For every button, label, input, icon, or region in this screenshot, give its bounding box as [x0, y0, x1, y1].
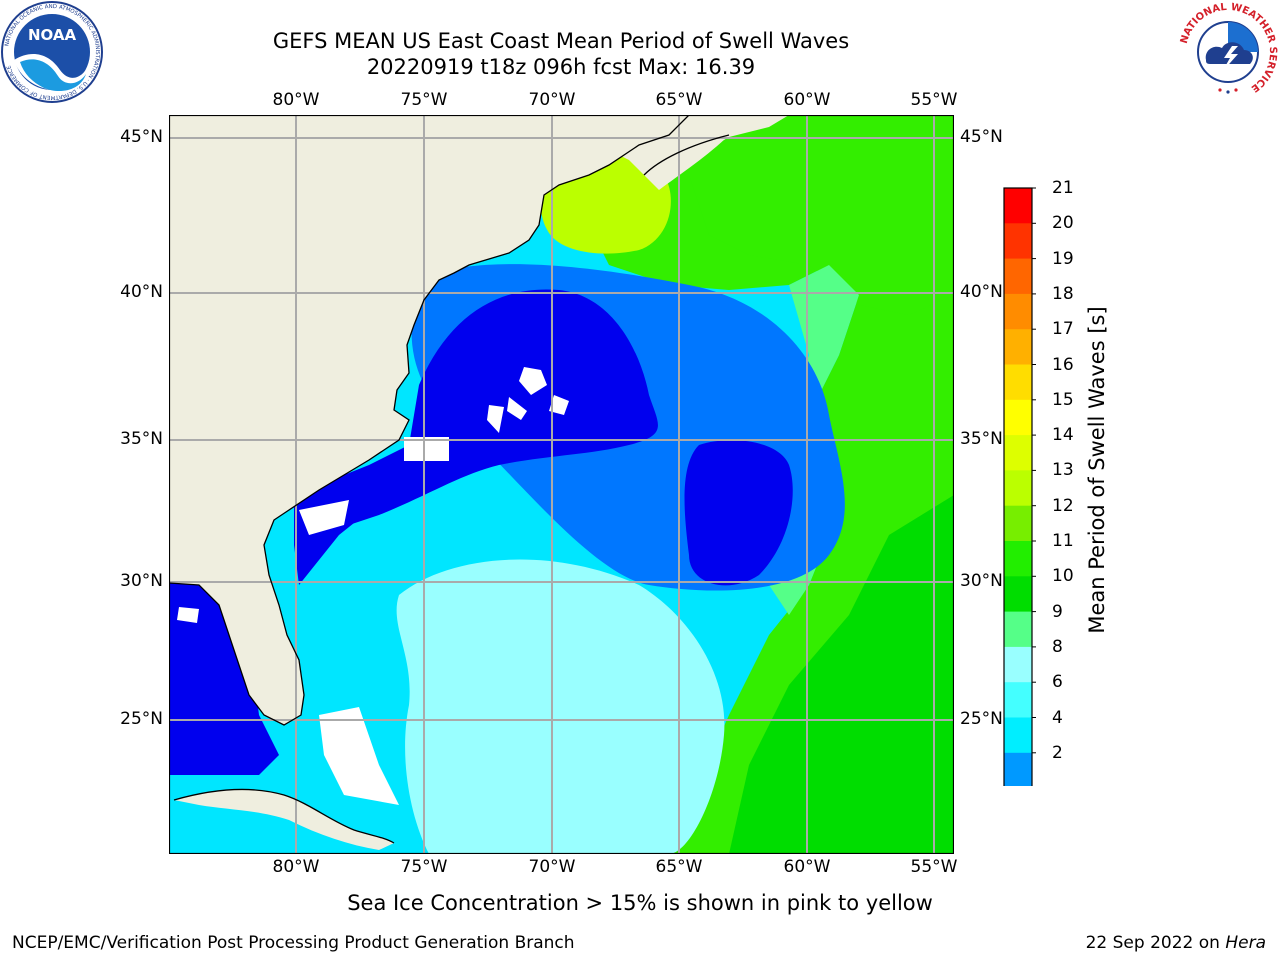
colorbar-segment — [1004, 717, 1032, 754]
colorbar-tick-label: 9 — [1052, 601, 1063, 622]
colorbar-segment — [1004, 399, 1032, 436]
lon-label-bottom: 75°W — [400, 857, 448, 877]
field-cyan-pale — [396, 559, 725, 854]
colorbar-tick-label: 19 — [1052, 248, 1074, 269]
colorbar-segment — [1004, 541, 1032, 577]
field-green-bright — [689, 115, 954, 315]
colorbar-tick-label: 18 — [1052, 283, 1074, 304]
lon-label-top: 60°W — [783, 90, 831, 110]
colorbar-segment — [1004, 682, 1032, 718]
missing-data-patch — [487, 405, 504, 433]
nws-logo: NATIONAL WEATHER SERVICE — [1176, 0, 1280, 104]
missing-data-patch — [519, 367, 547, 395]
colorbar-tick-label: 16 — [1052, 354, 1074, 375]
lon-label-top: 65°W — [655, 90, 703, 110]
field-green-bright — [729, 495, 954, 854]
colorbar-segment — [1004, 223, 1032, 260]
lon-label-top: 70°W — [528, 90, 576, 110]
colorbar-segment — [1004, 188, 1032, 224]
map-grid — [169, 115, 954, 854]
lat-label-right: 35°N — [960, 429, 1003, 449]
land-north-america — [169, 115, 689, 725]
lon-label-top: 75°W — [400, 90, 448, 110]
land-cuba — [174, 789, 394, 850]
missing-data-patch — [549, 395, 569, 415]
colorbar-tick-label: 15 — [1052, 389, 1074, 410]
colorbar-segment — [1004, 752, 1032, 786]
lat-label-right: 25°N — [960, 709, 1003, 729]
missing-data-patch — [404, 437, 449, 461]
lon-label-bottom: 80°W — [272, 857, 320, 877]
sea-ice-caption: Sea Ice Concentration > 15% is shown in … — [0, 891, 1280, 915]
field-blue-dark — [684, 440, 793, 586]
colorbar-tick-label: 14 — [1052, 425, 1074, 446]
noaa-logo-text: NOAA — [28, 26, 77, 44]
lat-label-right: 40°N — [960, 282, 1003, 302]
colorbar-tick-label: 13 — [1052, 460, 1074, 481]
missing-data-patch — [319, 707, 399, 805]
lon-label-bottom: 55°W — [910, 857, 958, 877]
colorbar-tick-label: 2 — [1052, 742, 1063, 763]
colorbar — [1003, 187, 1036, 786]
lat-label-right: 30°N — [960, 571, 1003, 591]
sea-ice-caption-text: Sea Ice Concentration > 15% is shown in … — [347, 891, 933, 915]
colorbar-segment — [1004, 364, 1032, 401]
colorbar-tick-label: 11 — [1052, 531, 1074, 551]
missing-data-patch — [507, 397, 527, 420]
missing-data-patch — [177, 607, 199, 623]
colorbar-tick-label: 20 — [1052, 213, 1074, 234]
colorbar-ticks: 21 20 19 18 17 16 15 14 13 12 11 10 9 8 6 4 2 — [1040, 0, 1100, 960]
colorbar-tick-label: 10 — [1052, 566, 1074, 587]
lon-label-top: 55°W — [910, 90, 958, 110]
missing-data-patch — [299, 500, 349, 535]
colorbar-frame — [1003, 187, 1033, 786]
colorbar-segment — [1004, 258, 1032, 295]
colorbar-tick-label: 12 — [1052, 495, 1074, 516]
lat-label-left: 30°N — [120, 571, 163, 591]
lon-label-bottom: 70°W — [528, 857, 576, 877]
chart-title: GEFS MEAN US East Coast Mean Period of S… — [272, 29, 850, 53]
lon-label-bottom: 65°W — [655, 857, 703, 877]
lon-label-top: 80°W — [272, 90, 320, 110]
footer-credit: NCEP/EMC/Verification Post Processing Pr… — [12, 933, 575, 953]
lat-label-left: 35°N — [120, 429, 163, 449]
lat-label-left: 25°N — [120, 709, 163, 729]
colorbar-segment — [1004, 470, 1032, 507]
noaa-logo: NATIONAL OCEANIC AND ATMOSPHERIC ADMINIS… — [0, 0, 104, 104]
colorbar-tick-label: 17 — [1052, 319, 1074, 340]
colorbar-tick-label: 21 — [1052, 178, 1074, 198]
colorbar-label: Mean Period of Swell Waves [s] — [1085, 306, 1109, 634]
colorbar-tick-label: 6 — [1052, 672, 1063, 693]
lon-label-bottom: 60°W — [783, 857, 831, 877]
colorbar-segment — [1004, 435, 1032, 471]
wave-period-map — [169, 115, 954, 854]
colorbar-segment — [1004, 646, 1032, 683]
colorbar-segment — [1004, 611, 1032, 648]
footer-date-text: 22 Sep 2022 on — [1085, 933, 1226, 953]
colorbar-segment — [1004, 576, 1032, 613]
coastline — [643, 134, 730, 176]
footer-host: Hera — [1225, 933, 1266, 953]
coastline — [169, 115, 690, 726]
colorbar-tick-label: 8 — [1052, 636, 1063, 657]
map-frame — [169, 115, 954, 854]
coastline — [173, 788, 395, 844]
chart-subtitle: 20220919 t18z 096h fcst Max: 16.39 — [366, 55, 756, 79]
colorbar-tick-label: 4 — [1052, 707, 1063, 728]
land-nova-scotia — [644, 135, 729, 190]
field-blue-dark — [294, 445, 409, 585]
colorbar-segment — [1004, 329, 1032, 365]
lat-label-left: 40°N — [120, 282, 163, 302]
lat-label-left: 45°N — [120, 127, 163, 147]
colorbar-segment — [1004, 505, 1032, 542]
lat-label-right: 45°N — [960, 127, 1003, 147]
colorbar-segment — [1004, 293, 1032, 330]
footer-date: 22 Sep 2022 on Hera — [1086, 933, 1266, 953]
